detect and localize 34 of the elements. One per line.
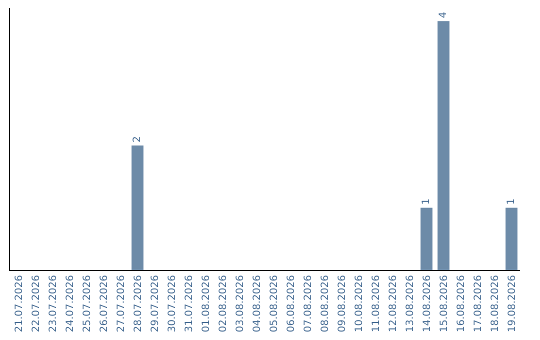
x-tick-label: 23.07.2026: [48, 275, 59, 332]
x-tick-label: 17.08.2026: [472, 275, 484, 332]
x-tick-label: 16.08.2026: [456, 275, 467, 332]
x-tick-label: 21.07.2026: [14, 275, 25, 332]
x-tick-label: 15.08.2026: [438, 275, 450, 332]
x-tick-label: 06.08.2026: [286, 275, 297, 332]
x-tick-label: 27.07.2026: [116, 275, 127, 332]
x-tick-label: 12.08.2026: [388, 275, 399, 332]
data-label: 1: [506, 198, 517, 205]
x-tick-label: 14.08.2026: [422, 275, 433, 332]
x-tick-label: 31.07.2026: [184, 275, 195, 332]
x-tick-label: 08.08.2026: [320, 275, 331, 332]
x-tick-label: 19.08.2026: [506, 275, 518, 332]
x-tick-label: 11.08.2026: [370, 275, 382, 332]
x-tick-label: 05.08.2026: [268, 275, 280, 332]
x-tick-label: 30.07.2026: [166, 275, 178, 332]
x-tick-label: 26.07.2026: [98, 275, 110, 332]
x-tick-label: 18.08.2026: [490, 275, 501, 332]
data-label: 4: [438, 12, 449, 18]
data-label: 1: [421, 198, 432, 205]
x-tick-label: 07.08.2026: [302, 275, 314, 332]
x-tick-label: 25.07.2026: [82, 275, 93, 332]
x-tick-label: 13.08.2026: [404, 275, 416, 332]
x-tick-label: 03.08.2026: [234, 275, 246, 332]
x-tick-label: 10.08.2026: [354, 275, 365, 332]
x-tick-label: 24.07.2026: [64, 275, 76, 332]
x-tick-label: 09.08.2026: [336, 275, 348, 332]
x-tick-label: 02.08.2026: [218, 275, 229, 332]
x-tick-label: 29.07.2026: [150, 275, 161, 332]
x-tick-label: 04.08.2026: [252, 275, 263, 332]
x-tick-label: 01.08.2026: [200, 275, 212, 332]
x-tick-label: 22.07.2026: [30, 275, 42, 332]
data-label: 2: [132, 136, 143, 143]
x-tick-label: 28.07.2026: [132, 275, 144, 332]
